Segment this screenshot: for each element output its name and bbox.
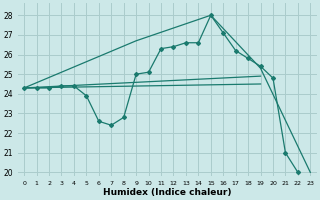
X-axis label: Humidex (Indice chaleur): Humidex (Indice chaleur) <box>103 188 231 197</box>
